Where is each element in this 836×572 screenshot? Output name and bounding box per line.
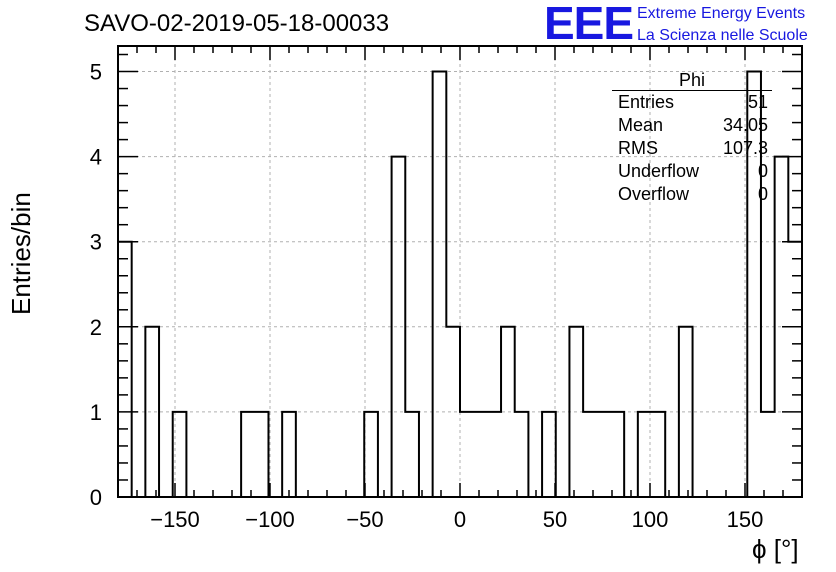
x-tick-label: −150: [150, 507, 200, 532]
y-tick-label: 3: [90, 230, 102, 255]
stats-row-underflow: Underflow 0: [612, 160, 772, 183]
stats-value: 107.3: [722, 138, 768, 158]
logo-line-2: La Scienza nelle Scuole: [637, 27, 808, 44]
stats-box: Phi Entries 51 Mean 34.05 RMS 107.3 Unde…: [612, 70, 772, 206]
axis-ticks: [118, 46, 802, 498]
x-tick-label: −50: [346, 507, 383, 532]
x-axis-label: ϕ [°]: [752, 534, 799, 564]
y-tick-label: 5: [90, 60, 102, 85]
y-tick-label: 1: [90, 400, 102, 425]
stats-value: 34.05: [722, 115, 768, 135]
stats-value: 0: [757, 161, 768, 181]
logo-line-1: Extreme Energy Events: [637, 5, 806, 22]
stats-key: RMS: [618, 138, 658, 158]
stats-row-entries: Entries 51: [612, 91, 772, 114]
x-tick-label: 0: [454, 507, 466, 532]
stats-value: 0: [757, 184, 768, 204]
stats-row-overflow: Overflow 0: [612, 183, 772, 206]
x-tick-label: 150: [727, 507, 764, 532]
x-tick-label: 50: [543, 507, 567, 532]
stats-key: Entries: [618, 92, 675, 112]
stats-key: Overflow: [618, 184, 690, 204]
stats-key: Mean: [618, 115, 664, 135]
stats-key: Underflow: [618, 161, 700, 181]
y-tick-label: 4: [90, 145, 102, 170]
y-tick-label: 2: [90, 315, 102, 340]
y-tick-label: 0: [90, 485, 102, 510]
y-axis-label: Entries/bin: [6, 192, 36, 315]
eee-logo: EEE: [544, 0, 634, 49]
chart-title: SAVO-02-2019-05-18-00033: [84, 10, 390, 37]
x-tick-label: −100: [245, 507, 295, 532]
stats-title: Phi: [612, 70, 772, 91]
tick-labels: −150 −100 −50 0 50 100 150 0 1 2 3 4 5: [90, 60, 764, 532]
stats-row-mean: Mean 34.05: [612, 114, 772, 137]
stats-row-rms: RMS 107.3: [612, 137, 772, 160]
x-tick-label: 100: [632, 507, 669, 532]
stats-value: 51: [747, 92, 768, 112]
